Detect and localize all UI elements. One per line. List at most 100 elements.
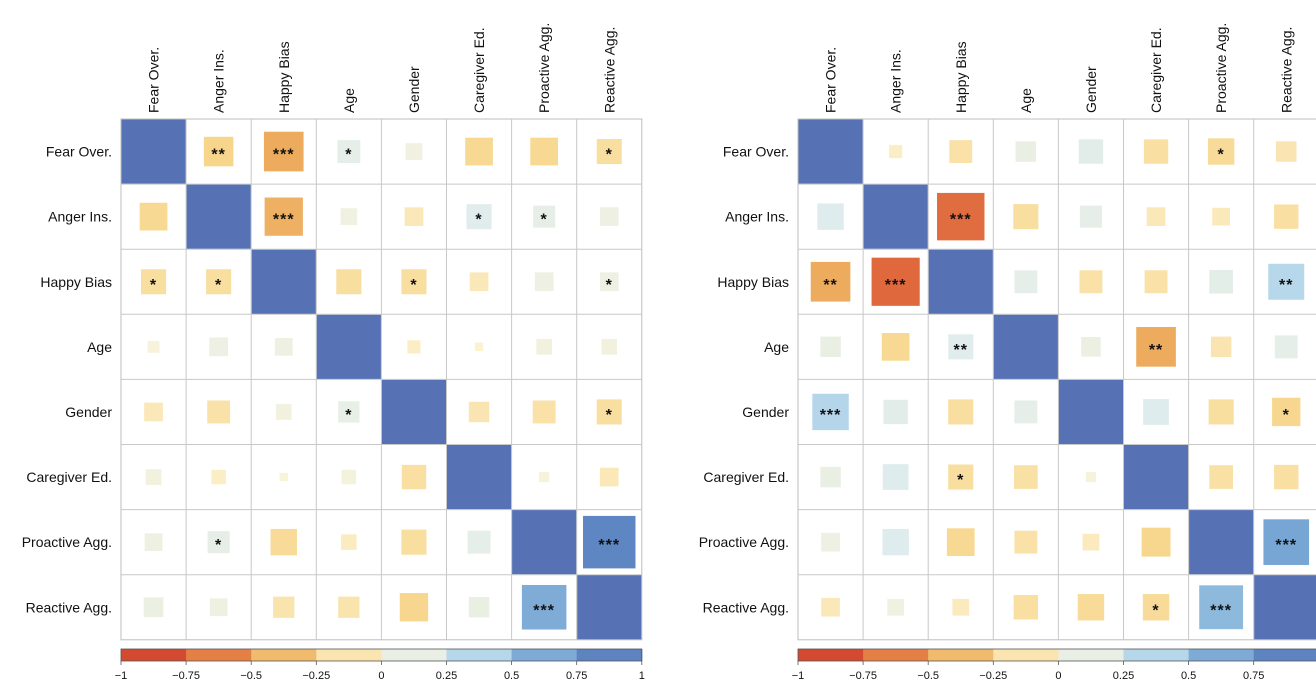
correlation-cell — [948, 464, 974, 490]
significance-stars: * — [215, 537, 222, 554]
significance-stars: ** — [1279, 277, 1293, 294]
correlation-cell — [882, 464, 909, 490]
row-label: Age — [764, 339, 789, 355]
diagonal-cell — [798, 119, 863, 184]
column-label: Proactive Agg. — [536, 23, 552, 113]
correlation-cell — [889, 144, 903, 159]
column-label: Age — [341, 88, 357, 113]
correlation-cell — [601, 339, 618, 355]
correlation-cell — [821, 597, 840, 617]
colorbar-tick-label: 0.75 — [566, 670, 587, 682]
colorbar-tick-label: 0.25 — [436, 670, 457, 682]
diagonal-cell — [863, 184, 928, 249]
colorbar-segment — [121, 649, 187, 661]
correlation-cell — [1261, 517, 1312, 567]
correlation-cell — [336, 269, 362, 295]
correlation-cell — [209, 598, 228, 617]
correlation-cell — [1212, 207, 1231, 226]
correlation-cell — [143, 597, 164, 618]
correlation-cell — [1207, 138, 1235, 165]
correlation-cell — [1082, 533, 1100, 551]
correlation-cell — [401, 269, 427, 295]
significance-stars: *** — [273, 147, 295, 164]
correlation-cell — [468, 401, 490, 423]
correlation-cell — [1146, 207, 1166, 226]
correlation-cell — [948, 334, 974, 360]
correlation-cell — [532, 400, 556, 424]
correlation-cell — [810, 261, 851, 302]
significance-stars: *** — [1275, 537, 1297, 554]
diagonal-cell — [316, 314, 381, 379]
correlation-cell — [882, 528, 909, 556]
colorbar-segment — [511, 649, 578, 661]
correlation-cell — [1078, 139, 1104, 164]
row-label: Reactive Agg. — [26, 599, 112, 615]
significance-stars: * — [957, 472, 964, 489]
correlation-cell — [1014, 530, 1038, 554]
correlation-cell — [407, 340, 421, 354]
row-label: Gender — [65, 404, 112, 420]
correlation-cell — [1136, 327, 1176, 367]
row-label: Caregiver Ed. — [26, 469, 112, 485]
diagonal-cell — [512, 510, 577, 575]
diagonal-cell — [1058, 379, 1123, 444]
correlation-cell — [1144, 270, 1168, 294]
correlation-cell — [263, 131, 304, 172]
row-label: Caregiver Ed. — [703, 469, 789, 485]
correlation-cell — [1013, 595, 1039, 620]
colorbar-segment — [576, 649, 643, 661]
significance-stars: * — [606, 407, 613, 424]
correlation-cell — [533, 205, 556, 228]
correlation-cell — [147, 340, 160, 353]
colorbar: −1 −0.75 −0.5 −0.25 0 0.25 0.5 0.75 1 — [115, 648, 645, 682]
significance-stars: * — [410, 277, 417, 294]
correlation-cell — [952, 598, 970, 616]
row-label: Proactive Agg. — [22, 534, 112, 550]
diagonal-cell — [381, 379, 446, 444]
correlation-cell — [1015, 141, 1037, 162]
correlation-cell — [935, 190, 987, 243]
significance-stars: *** — [598, 537, 620, 554]
column-label: Anger Ins. — [888, 49, 904, 113]
column-label: Age — [1018, 88, 1034, 113]
diagonal-cell — [928, 249, 993, 314]
diagonal-cell — [186, 184, 251, 249]
colorbar-segment — [1253, 649, 1316, 661]
column-label: Reactive Agg. — [1278, 27, 1294, 113]
significance-stars: * — [1152, 602, 1159, 619]
row-label: Anger Ins. — [725, 209, 789, 225]
correlation-cell — [1014, 465, 1038, 489]
correlation-cell — [534, 272, 554, 292]
row-label: Anger Ins. — [48, 209, 112, 225]
correlation-cell — [1276, 141, 1297, 162]
correlation-cell — [207, 531, 230, 554]
diagonal-cell — [1124, 445, 1189, 510]
diagonal-cell — [447, 445, 512, 510]
correlation-cell — [341, 469, 357, 485]
correlation-cell — [404, 207, 424, 226]
column-label: Caregiver Ed. — [471, 27, 487, 113]
correlation-cell — [1208, 399, 1234, 425]
colorbar-segment — [863, 649, 929, 661]
correlation-cell — [530, 137, 559, 166]
correlation-cell — [1081, 337, 1101, 357]
correlation-cell — [1014, 270, 1038, 294]
correlation-cell — [338, 401, 360, 423]
significance-stars: * — [215, 277, 222, 294]
colorbar-tick-label: −0.75 — [849, 670, 877, 682]
row-label: Fear Over. — [46, 144, 112, 160]
correlation-cell — [946, 528, 975, 557]
correlation-cell — [141, 269, 167, 295]
correlation-cell — [338, 596, 360, 618]
significance-stars: * — [345, 147, 352, 164]
correlation-cell — [948, 399, 974, 425]
correlation-cell — [1268, 263, 1305, 300]
correlation-cell — [274, 337, 293, 356]
correlation-cell — [405, 143, 423, 160]
column-label: Gender — [1083, 66, 1099, 113]
correlation-cell — [1085, 471, 1097, 483]
correlation-cell — [596, 399, 622, 425]
correlation-cell — [820, 336, 841, 358]
correlation-cell — [1199, 585, 1244, 630]
correlation-cell — [1209, 465, 1233, 489]
